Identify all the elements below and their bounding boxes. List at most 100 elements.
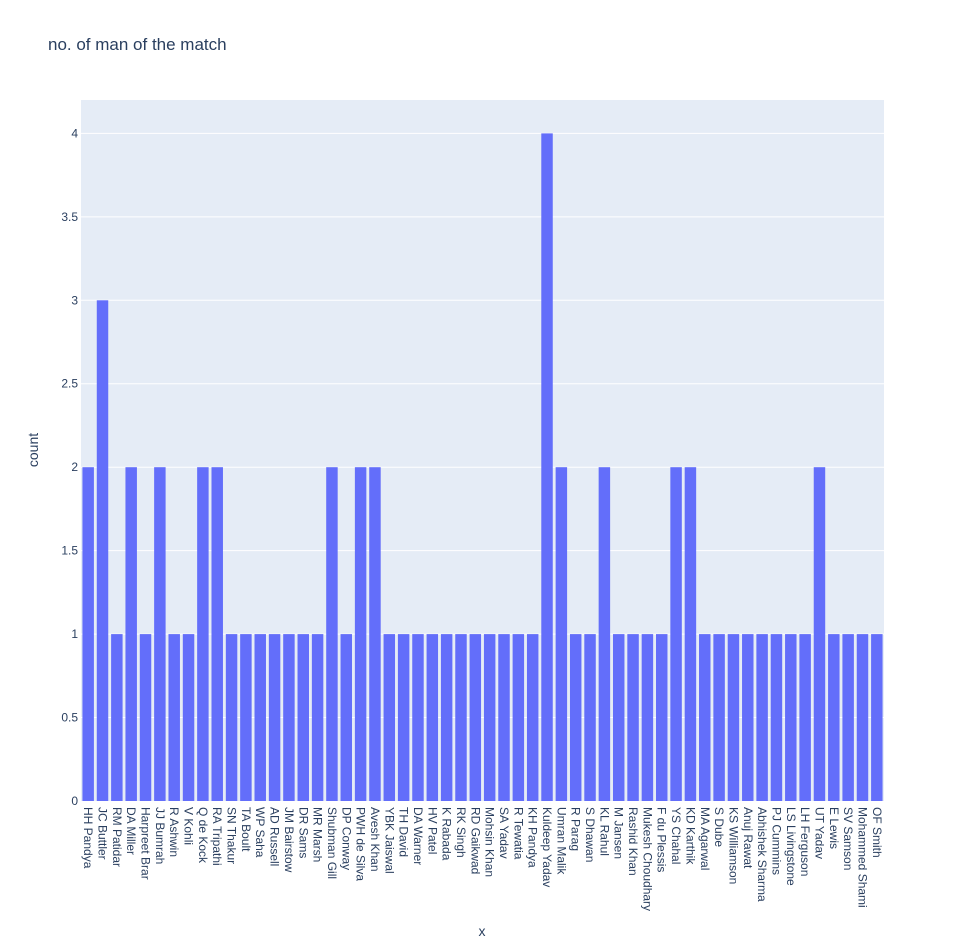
bar[interactable]: [383, 634, 396, 801]
x-tick-label: HH Pandya: [81, 807, 95, 869]
x-tick-label: K Rabada: [440, 807, 454, 861]
bar[interactable]: [541, 133, 553, 801]
bar[interactable]: [397, 634, 410, 801]
bar[interactable]: [483, 634, 496, 801]
bar[interactable]: [469, 634, 482, 801]
x-tick-label: Umran Malik: [554, 807, 568, 875]
bar[interactable]: [154, 467, 166, 801]
bar[interactable]: [111, 634, 123, 801]
bar[interactable]: [225, 634, 238, 801]
y-tick-label: 3: [71, 293, 78, 307]
bar[interactable]: [311, 634, 324, 801]
bar[interactable]: [168, 634, 180, 801]
bar[interactable]: [756, 634, 768, 801]
bar[interactable]: [713, 634, 725, 801]
bar[interactable]: [641, 634, 654, 801]
bar[interactable]: [627, 634, 639, 801]
x-tick-label: MA Agarwal: [698, 807, 712, 870]
bar[interactable]: [254, 634, 266, 801]
bar[interactable]: [842, 634, 854, 801]
x-tick-label: JC Buttler: [96, 807, 110, 860]
x-tick-label: RM Patidar: [110, 807, 124, 867]
bar[interactable]: [828, 634, 840, 801]
y-tick-label: 0: [71, 794, 78, 808]
bar[interactable]: [426, 634, 439, 801]
bar[interactable]: [569, 634, 582, 801]
bar[interactable]: [440, 634, 453, 801]
x-tick-label: LS Livingstone: [784, 807, 798, 886]
y-tick-label: 4: [71, 126, 78, 140]
x-tick-label: DP Conway: [339, 807, 353, 870]
bar[interactable]: [340, 634, 353, 801]
bar[interactable]: [240, 634, 252, 801]
x-tick-label: S Dhawan: [583, 807, 597, 862]
x-tick-label: Harpreet Brar: [139, 807, 153, 880]
x-tick-label: RD Gaikwad: [468, 807, 482, 874]
bar[interactable]: [412, 634, 424, 801]
bar[interactable]: [297, 634, 309, 801]
bar[interactable]: [369, 467, 381, 801]
bar[interactable]: [197, 467, 209, 801]
x-tick-label: Rashid Khan: [626, 807, 640, 876]
x-tick-label: YS Chahal: [669, 807, 683, 864]
y-tick-label: 1.5: [61, 544, 78, 558]
x-tick-label: M Jansen: [612, 807, 626, 859]
bar[interactable]: [125, 467, 137, 801]
bar[interactable]: [584, 634, 596, 801]
y-axis-label: count: [25, 433, 41, 467]
y-tick-label: 3.5: [61, 210, 78, 224]
x-tick-label: KH Pandya: [526, 807, 540, 868]
x-tick-label: E Lewis: [827, 807, 841, 849]
bar[interactable]: [211, 467, 223, 801]
bar[interactable]: [742, 634, 754, 801]
x-tick-label: MR Marsh: [311, 807, 325, 862]
bar[interactable]: [656, 634, 668, 801]
bar[interactable]: [770, 634, 783, 801]
bar[interactable]: [139, 634, 152, 801]
bar[interactable]: [96, 300, 109, 801]
x-axis-label: x: [479, 923, 486, 939]
bar[interactable]: [326, 467, 338, 801]
bar[interactable]: [455, 634, 467, 801]
bar[interactable]: [684, 467, 697, 801]
x-tick-label: KD Karthik: [683, 807, 697, 865]
bar[interactable]: [813, 467, 826, 801]
x-axis-ticks: HH Pandya JC Buttler RM Patidar DA Miller Ha…: [81, 807, 884, 911]
bar[interactable]: [555, 467, 568, 801]
bar[interactable]: [283, 634, 295, 801]
x-tick-label: Avesh Khan: [368, 807, 382, 872]
x-tick-label: Shubman Gill: [325, 807, 339, 879]
bar[interactable]: [498, 634, 510, 801]
y-tick-label: 0.5: [61, 711, 78, 725]
x-tick-label: KS Williamson: [726, 807, 740, 884]
x-tick-label: KL Rahul: [597, 807, 611, 856]
bar[interactable]: [871, 634, 883, 801]
x-tick-label: Kuldeep Yadav: [540, 807, 554, 887]
bar[interactable]: [512, 634, 525, 801]
bar[interactable]: [182, 634, 195, 801]
x-tick-label: DA Miller: [124, 807, 138, 855]
bar[interactable]: [598, 467, 611, 801]
y-tick-label: 2.5: [61, 377, 78, 391]
bar[interactable]: [526, 634, 539, 801]
bar[interactable]: [785, 634, 797, 801]
x-tick-label: Mohsin Khan: [483, 807, 497, 877]
bar[interactable]: [799, 634, 811, 801]
bar[interactable]: [82, 467, 94, 801]
x-tick-label: Anuj Rawat: [741, 807, 755, 869]
x-tick-label: TA Boult: [239, 807, 253, 852]
bar[interactable]: [856, 634, 869, 801]
x-tick-label: AD Russell: [268, 807, 282, 866]
bar[interactable]: [268, 634, 281, 801]
bar[interactable]: [354, 467, 367, 801]
bar[interactable]: [670, 467, 682, 801]
bar[interactable]: [727, 634, 740, 801]
x-tick-label: R Parag: [569, 807, 583, 851]
x-tick-label: JM Bairstow: [282, 807, 296, 873]
x-tick-label: Mukesh Choudhary: [640, 807, 654, 911]
bar[interactable]: [612, 634, 625, 801]
x-tick-label: DA Warner: [411, 807, 425, 865]
x-tick-label: PJ Cummins: [769, 807, 783, 875]
x-tick-label: JJ Bumrah: [153, 807, 167, 864]
bar[interactable]: [699, 634, 711, 801]
